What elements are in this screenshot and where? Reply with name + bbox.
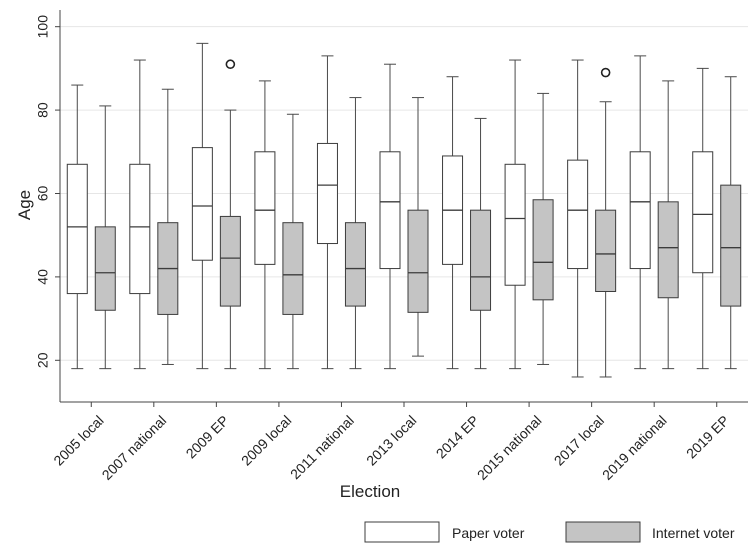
box-paper: [379, 63, 401, 370]
iqr-box: [219, 215, 241, 307]
x-tick-label: 2005 local: [50, 412, 106, 468]
box-paper: [191, 42, 213, 370]
iqr-box: [595, 209, 617, 292]
x-tick-label: 2015 national: [474, 412, 545, 483]
box-paper: [692, 67, 714, 370]
box-paper: [504, 59, 526, 370]
iqr-box: [282, 222, 304, 315]
iqr-box: [316, 142, 338, 245]
x-tick-label: 2013 local: [363, 412, 419, 468]
iqr-box: [254, 151, 276, 265]
iqr-box: [567, 159, 589, 270]
legend: Paper voter Internet voter: [364, 521, 735, 543]
box-paper: [442, 76, 464, 370]
box-paper: [567, 59, 589, 378]
box-internet: [532, 92, 554, 365]
iqr-box: [470, 209, 492, 311]
boxes: [66, 42, 742, 378]
iqr-box: [379, 151, 401, 270]
x-tick-label: 2019 national: [599, 412, 670, 483]
x-axis-title: Election: [340, 482, 400, 501]
iqr-box: [66, 163, 88, 295]
iqr-box: [94, 226, 116, 311]
x-tick-label: 2009 local: [238, 412, 294, 468]
iqr-box: [657, 201, 679, 299]
y-axis-title: Age: [15, 190, 34, 220]
legend-label-internet: Internet voter: [652, 525, 735, 541]
iqr-box: [407, 209, 429, 313]
y-tick-label: 40: [35, 269, 51, 285]
y-tick-label: 80: [35, 102, 51, 118]
outlier-point: [225, 59, 236, 70]
x-tick-label: 2019 EP: [683, 412, 732, 461]
iqr-box: [532, 199, 554, 301]
box-paper: [629, 55, 651, 370]
box-internet: [344, 97, 366, 370]
box-paper: [254, 80, 276, 370]
y-tick-label: 20: [35, 352, 51, 368]
axes: [55, 10, 748, 407]
legend-swatch-paper: [364, 521, 440, 543]
box-internet: [720, 76, 742, 370]
iqr-box: [629, 151, 651, 270]
x-tick-label: 2011 national: [287, 412, 357, 482]
iqr-box: [692, 151, 714, 274]
legend-label-paper: Paper voter: [452, 525, 525, 541]
iqr-box: [191, 147, 213, 261]
iqr-box: [344, 222, 366, 307]
box-internet: [94, 105, 116, 370]
iqr-box: [504, 163, 526, 286]
y-tick-label: 100: [35, 15, 51, 39]
legend-swatch-internet: [565, 521, 641, 543]
box-internet: [595, 67, 617, 378]
x-tick-label: 2009 EP: [183, 412, 232, 461]
box-internet: [157, 88, 179, 365]
x-tick-label: 2014 EP: [433, 412, 482, 461]
box-internet: [657, 80, 679, 370]
iqr-box: [129, 163, 151, 295]
box-internet: [219, 59, 241, 370]
box-internet: [407, 97, 429, 357]
iqr-box: [720, 184, 742, 307]
box-paper: [66, 84, 88, 370]
box-paper: [129, 59, 151, 370]
y-tick-label: 60: [35, 185, 51, 201]
box-paper: [316, 55, 338, 370]
box-internet: [470, 117, 492, 370]
x-tick-label: 2017 local: [551, 412, 607, 468]
x-tick-label: 2007 national: [99, 412, 170, 483]
box-internet: [282, 113, 304, 370]
outlier-point: [600, 67, 611, 78]
